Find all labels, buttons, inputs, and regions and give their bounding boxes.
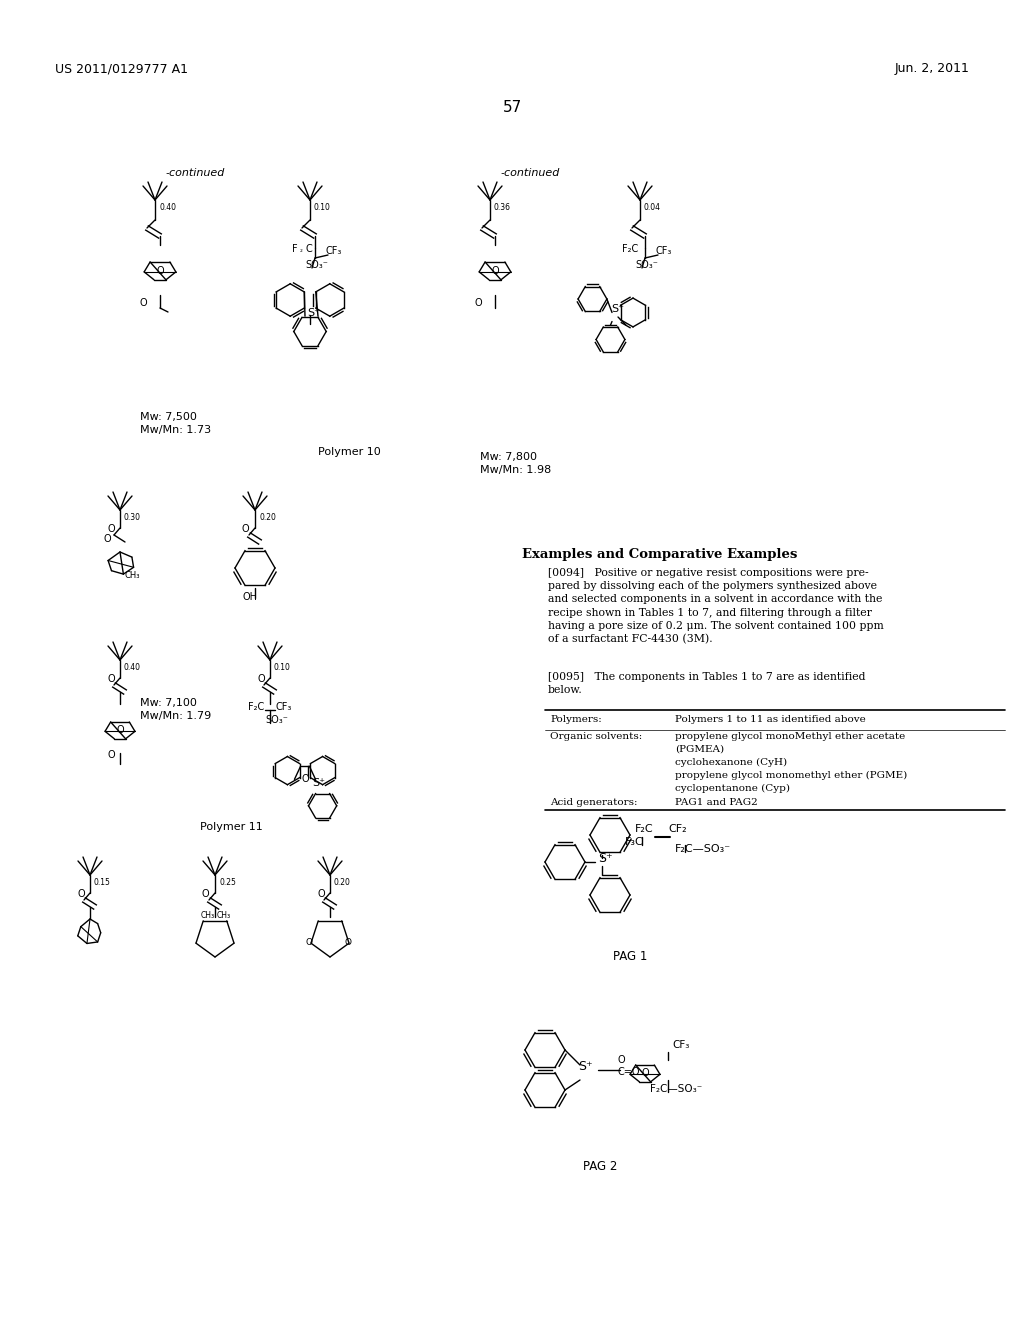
Text: -continued: -continued (165, 168, 224, 178)
Text: 0.40: 0.40 (159, 203, 176, 213)
Text: propylene glycol monomethyl ether (PGME): propylene glycol monomethyl ether (PGME) (675, 771, 907, 780)
Text: Organic solvents:: Organic solvents: (550, 733, 642, 741)
Text: US 2011/0129777 A1: US 2011/0129777 A1 (55, 62, 188, 75)
Text: O: O (257, 675, 264, 684)
Text: O: O (106, 524, 115, 535)
Text: S⁺: S⁺ (578, 1060, 593, 1073)
Text: O: O (474, 298, 482, 308)
Text: C=O: C=O (618, 1067, 640, 1077)
Text: O: O (106, 675, 115, 684)
Text: 0.25: 0.25 (219, 878, 236, 887)
Text: CF₃: CF₃ (275, 702, 292, 711)
Text: Acid generators:: Acid generators: (550, 799, 638, 807)
Text: O: O (618, 1055, 626, 1065)
Text: O: O (77, 888, 85, 899)
Text: 0.20: 0.20 (259, 513, 275, 521)
Text: (PGMEA): (PGMEA) (675, 744, 724, 754)
Text: Jun. 2, 2011: Jun. 2, 2011 (894, 62, 969, 75)
Text: Mw/Mn: 1.98: Mw/Mn: 1.98 (480, 465, 551, 475)
Text: SO₃⁻: SO₃⁻ (635, 260, 657, 271)
Text: S⁺: S⁺ (598, 851, 612, 865)
Text: O: O (344, 939, 351, 948)
Text: Mw: 7,100: Mw: 7,100 (140, 698, 197, 708)
Text: CF₃: CF₃ (656, 246, 673, 256)
Text: cyclohexanone (CyH): cyclohexanone (CyH) (675, 758, 787, 767)
Text: [0095]   The components in Tables 1 to 7 are as identified
below.: [0095] The components in Tables 1 to 7 a… (548, 672, 865, 696)
Text: 0.10: 0.10 (274, 663, 291, 672)
Text: SO₃⁻: SO₃⁻ (265, 715, 288, 725)
Text: [0094]   Positive or negative resist compositions were pre-
pared by dissolving : [0094] Positive or negative resist compo… (548, 568, 884, 644)
Text: O: O (104, 535, 112, 544)
Text: 0.36: 0.36 (494, 203, 511, 213)
Text: O: O (242, 524, 250, 535)
Text: F₂C—SO₃⁻: F₂C—SO₃⁻ (675, 843, 731, 854)
Text: F₂C—SO₃⁻: F₂C—SO₃⁻ (650, 1084, 702, 1094)
Text: Examples and Comparative Examples: Examples and Comparative Examples (522, 548, 798, 561)
Text: ₂: ₂ (300, 247, 303, 253)
Text: O: O (492, 265, 499, 276)
Text: OH: OH (243, 591, 257, 602)
Text: O: O (108, 750, 116, 760)
Text: S⁺: S⁺ (611, 305, 624, 314)
Text: F₂C: F₂C (248, 702, 264, 711)
Text: PAG 1: PAG 1 (612, 950, 647, 964)
Text: O: O (317, 888, 325, 899)
Text: CF₃: CF₃ (326, 246, 342, 256)
Text: PAG1 and PAG2: PAG1 and PAG2 (675, 799, 758, 807)
Text: O: O (139, 298, 147, 308)
Text: CF₃: CF₃ (672, 1040, 689, 1049)
Text: Polymers 1 to 11 as identified above: Polymers 1 to 11 as identified above (675, 715, 865, 723)
Text: 0.15: 0.15 (94, 878, 111, 887)
Text: O: O (306, 939, 313, 948)
Text: 0.20: 0.20 (334, 878, 351, 887)
Text: CH₃: CH₃ (217, 911, 231, 920)
Text: Mw/Mn: 1.73: Mw/Mn: 1.73 (140, 425, 211, 436)
Text: Polymer 11: Polymer 11 (200, 822, 263, 832)
Text: Mw: 7,500: Mw: 7,500 (140, 412, 197, 422)
Text: O: O (202, 888, 210, 899)
Text: O: O (302, 774, 309, 784)
Text: F₂C: F₂C (622, 244, 638, 253)
Text: propylene glycol monoMethyl ether acetate: propylene glycol monoMethyl ether acetat… (675, 733, 905, 741)
Text: F₂C: F₂C (635, 824, 653, 834)
Text: Mw: 7,800: Mw: 7,800 (480, 451, 537, 462)
Text: 0.30: 0.30 (124, 513, 141, 521)
Text: SO₃⁻: SO₃⁻ (305, 260, 328, 271)
Text: Mw/Mn: 1.79: Mw/Mn: 1.79 (140, 711, 211, 721)
Text: Polymers:: Polymers: (550, 715, 602, 723)
Text: F: F (292, 244, 298, 253)
Text: Polymer 10: Polymer 10 (318, 447, 381, 457)
Text: 0.04: 0.04 (644, 203, 662, 213)
Text: O: O (157, 265, 164, 276)
Text: CF₂: CF₂ (668, 824, 687, 834)
Text: PAG 2: PAG 2 (583, 1160, 617, 1173)
Text: cyclopentanone (Cyp): cyclopentanone (Cyp) (675, 784, 790, 793)
Text: -continued: -continued (501, 168, 560, 178)
Text: 0.40: 0.40 (124, 663, 141, 672)
Text: C: C (305, 244, 311, 253)
Text: CH₃: CH₃ (124, 570, 139, 579)
Text: CH₃: CH₃ (201, 911, 215, 920)
Text: 57: 57 (503, 100, 521, 115)
Text: 0.10: 0.10 (314, 203, 331, 213)
Text: F₃C: F₃C (625, 837, 644, 847)
Text: O: O (641, 1068, 649, 1078)
Text: S⁺: S⁺ (312, 777, 325, 788)
Text: S⁺: S⁺ (307, 308, 319, 318)
Text: O: O (116, 726, 124, 735)
